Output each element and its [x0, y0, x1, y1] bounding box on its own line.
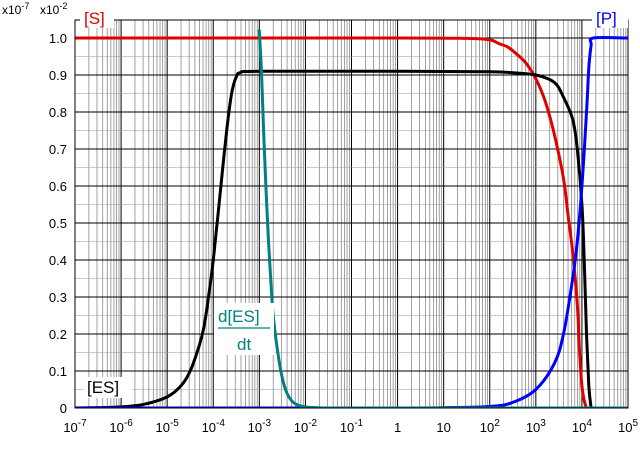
series-labels: [S] [P] [ES] d[ES] dt [80, 7, 628, 398]
series-label-des-denominator: dt [237, 335, 251, 354]
y-tick-label: 0.2 [49, 327, 67, 342]
plot-frame [74, 19, 629, 409]
x-tick-label: 10-7 [63, 418, 87, 435]
x-tick-label: 102 [480, 418, 500, 435]
x-tick-label: 103 [526, 418, 546, 435]
y-tick-label: 0.8 [49, 105, 67, 120]
x-tick-label: 10-6 [109, 418, 133, 435]
y-tick-label: 0 [60, 401, 67, 416]
x-tick-label: 10 [436, 420, 450, 435]
series-line-s [75, 36, 588, 408]
x-tick-label: 105 [618, 418, 638, 435]
y-tick-label: 0.4 [49, 253, 67, 268]
y-tick-labels: 0 0.1 0.2 0.3 0.4 0.5 0.6 0.7 0.8 0.9 1.0 [49, 31, 67, 416]
series-label-s: [S] [84, 9, 105, 28]
y-tick-label: 0.6 [49, 179, 67, 194]
left-axis-factor-label: x10-7 [2, 1, 29, 17]
x-tick-label: 1 [394, 420, 401, 435]
series-label-es: [ES] [87, 378, 119, 397]
series-line-es [75, 69, 593, 408]
y-tick-label: 0.5 [49, 216, 67, 231]
y-tick-label: 0.3 [49, 290, 67, 305]
y-tick-label: 1.0 [49, 31, 67, 46]
x-tick-labels: 10-7 10-6 10-5 10-4 10-3 10-2 10-1 1 10 102 103 104… [63, 418, 638, 435]
right-axis-factor-label: x10-2 [40, 1, 67, 17]
y-tick-label: 0.9 [49, 68, 67, 83]
y-tick-label: 0.1 [49, 364, 67, 379]
x-tick-label: 10-4 [202, 418, 226, 435]
x-tick-label: 10-3 [248, 418, 272, 435]
x-tick-label: 10-2 [294, 418, 318, 435]
x-tick-label: 10-1 [340, 418, 364, 435]
x-tick-label: 10-5 [155, 418, 179, 435]
y-tick-label: 0.7 [49, 142, 67, 157]
series-label-des-numerator: d[ES] [218, 307, 260, 326]
series-line-desdt [257, 29, 628, 408]
x-tick-label: 104 [572, 418, 592, 435]
series-label-p: [P] [596, 9, 617, 28]
